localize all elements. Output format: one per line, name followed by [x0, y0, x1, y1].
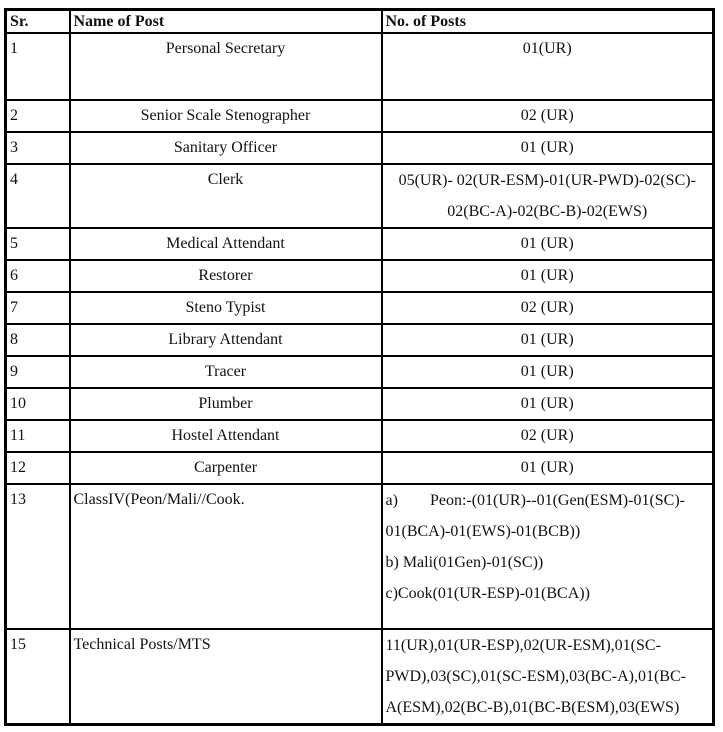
name-cell: Carpenter — [68, 451, 383, 485]
table-row: 3 Sanitary Officer 01 (UR) — [4, 131, 715, 165]
name-cell: Steno Typist — [68, 291, 383, 325]
table-row: 9 Tracer 01 (UR) — [4, 355, 715, 389]
posts-cell: 01(UR) — [380, 32, 715, 101]
posts-cell: 01 (UR) — [380, 227, 715, 261]
posts-cell: 05(UR)- 02(UR-ESM)-01(UR-PWD)-02(SC)- 02… — [380, 163, 715, 229]
sr-cell: 9 — [4, 355, 71, 389]
posts-line: PWD),03(SC),01(SC-ESM),03(BC-A),01(BC- — [385, 668, 686, 685]
sr-cell: 7 — [4, 291, 71, 325]
table-row: 12 Carpenter 01 (UR) — [4, 451, 715, 485]
table-row: 1 Personal Secretary 01(UR) — [4, 32, 715, 101]
posts-cell: 01 (UR) — [380, 131, 715, 165]
sr-cell: 3 — [4, 131, 71, 165]
sr-cell: 4 — [4, 163, 71, 229]
sr-cell: 8 — [4, 323, 71, 357]
posts-cell: 01 (UR) — [380, 259, 715, 293]
posts-cell: 02 (UR) — [380, 419, 715, 453]
table-row: 10 Plumber 01 (UR) — [4, 387, 715, 421]
posts-line: A(ESM),02(BC-B),01(BC-B(ESM),03(EWS) — [385, 699, 680, 716]
sr-cell: 13 — [4, 483, 71, 630]
table-row: 11 Hostel Attendant 02 (UR) — [4, 419, 715, 453]
posts-line-text: Peon:-(01(UR)--01(Gen(ESM)-01(SC)- — [429, 492, 685, 509]
table-row: 13 ClassIV(Peon/Mali//Cook. a) Peon:-(01(… — [4, 483, 715, 630]
posts-cell: 01 (UR) — [380, 323, 715, 357]
sr-cell: 15 — [4, 628, 71, 726]
name-cell: Senior Scale Stenographer — [68, 99, 383, 133]
name-cell: Clerk — [68, 163, 383, 229]
name-cell: Hostel Attendant — [68, 419, 383, 453]
header-sr: Sr. — [4, 8, 71, 34]
name-cell: Personal Secretary — [68, 32, 383, 101]
table-row: 15 Technical Posts/MTS 11(UR),01(UR-ESP)… — [4, 628, 715, 726]
name-cell: Plumber — [68, 387, 383, 421]
name-cell: Medical Attendant — [68, 227, 383, 261]
sr-cell: 10 — [4, 387, 71, 421]
name-cell: Library Attendant — [68, 323, 383, 357]
name-cell: Tracer — [68, 355, 383, 389]
posts-cell: 01 (UR) — [380, 355, 715, 389]
table-row: 6 Restorer 01 (UR) — [4, 259, 715, 293]
name-cell: Restorer — [68, 259, 383, 293]
posts-cell: 02 (UR) — [380, 291, 715, 325]
table-row: 8 Library Attendant 01 (UR) — [4, 323, 715, 357]
posts-line: b) Mali(01Gen)-01(SC)) — [385, 554, 544, 571]
header-posts: No. of Posts — [380, 8, 715, 34]
sr-cell: 12 — [4, 451, 71, 485]
sr-cell: 5 — [4, 227, 71, 261]
table-row: 4 Clerk 05(UR)- 02(UR-ESM)-01(UR-PWD)-02… — [4, 163, 715, 229]
posts-line: 01(BCA)-01(EWS)-01(BCB)) — [385, 523, 581, 540]
header-name: Name of Post — [68, 8, 383, 34]
posts-line: 02(BC-A)-02(BC-B)-02(EWS) — [447, 203, 648, 220]
posts-line: a) Peon:-(01(UR)--01(Gen(ESM)-01(SC)- — [385, 486, 712, 516]
table-row: 7 Steno Typist 02 (UR) — [4, 291, 715, 325]
name-cell: ClassIV(Peon/Mali//Cook. — [68, 483, 383, 630]
posts-line: c)Cook(01(UR-ESP)-01(BCA)) — [385, 585, 590, 602]
posts-cell: 01 (UR) — [380, 387, 715, 421]
name-cell: Technical Posts/MTS — [68, 628, 383, 726]
posts-table: Sr. Name of Post No. of Posts 1 Personal… — [4, 8, 715, 726]
table-row: 5 Medical Attendant 01 (UR) — [4, 227, 715, 261]
posts-cell: 02 (UR) — [380, 99, 715, 133]
table-row: 2 Senior Scale Stenographer 02 (UR) — [4, 99, 715, 133]
name-cell: Sanitary Officer — [68, 131, 383, 165]
list-marker: a) — [385, 492, 398, 509]
posts-line: 05(UR)- 02(UR-ESM)-01(UR-PWD)-02(SC)- — [398, 172, 696, 189]
posts-line: 11(UR),01(UR-ESP),02(UR-ESM),01(SC- — [385, 637, 661, 654]
sr-cell: 11 — [4, 419, 71, 453]
table-header-row: Sr. Name of Post No. of Posts — [4, 8, 715, 34]
posts-cell: a) Peon:-(01(UR)--01(Gen(ESM)-01(SC)- 01(… — [380, 483, 715, 630]
posts-cell: 01 (UR) — [380, 451, 715, 485]
sr-cell: 2 — [4, 99, 71, 133]
posts-cell: 11(UR),01(UR-ESP),02(UR-ESM),01(SC- PWD)… — [380, 628, 715, 726]
document-page: Sr. Name of Post No. of Posts 1 Personal… — [4, 8, 715, 726]
sr-cell: 1 — [4, 32, 71, 101]
sr-cell: 6 — [4, 259, 71, 293]
